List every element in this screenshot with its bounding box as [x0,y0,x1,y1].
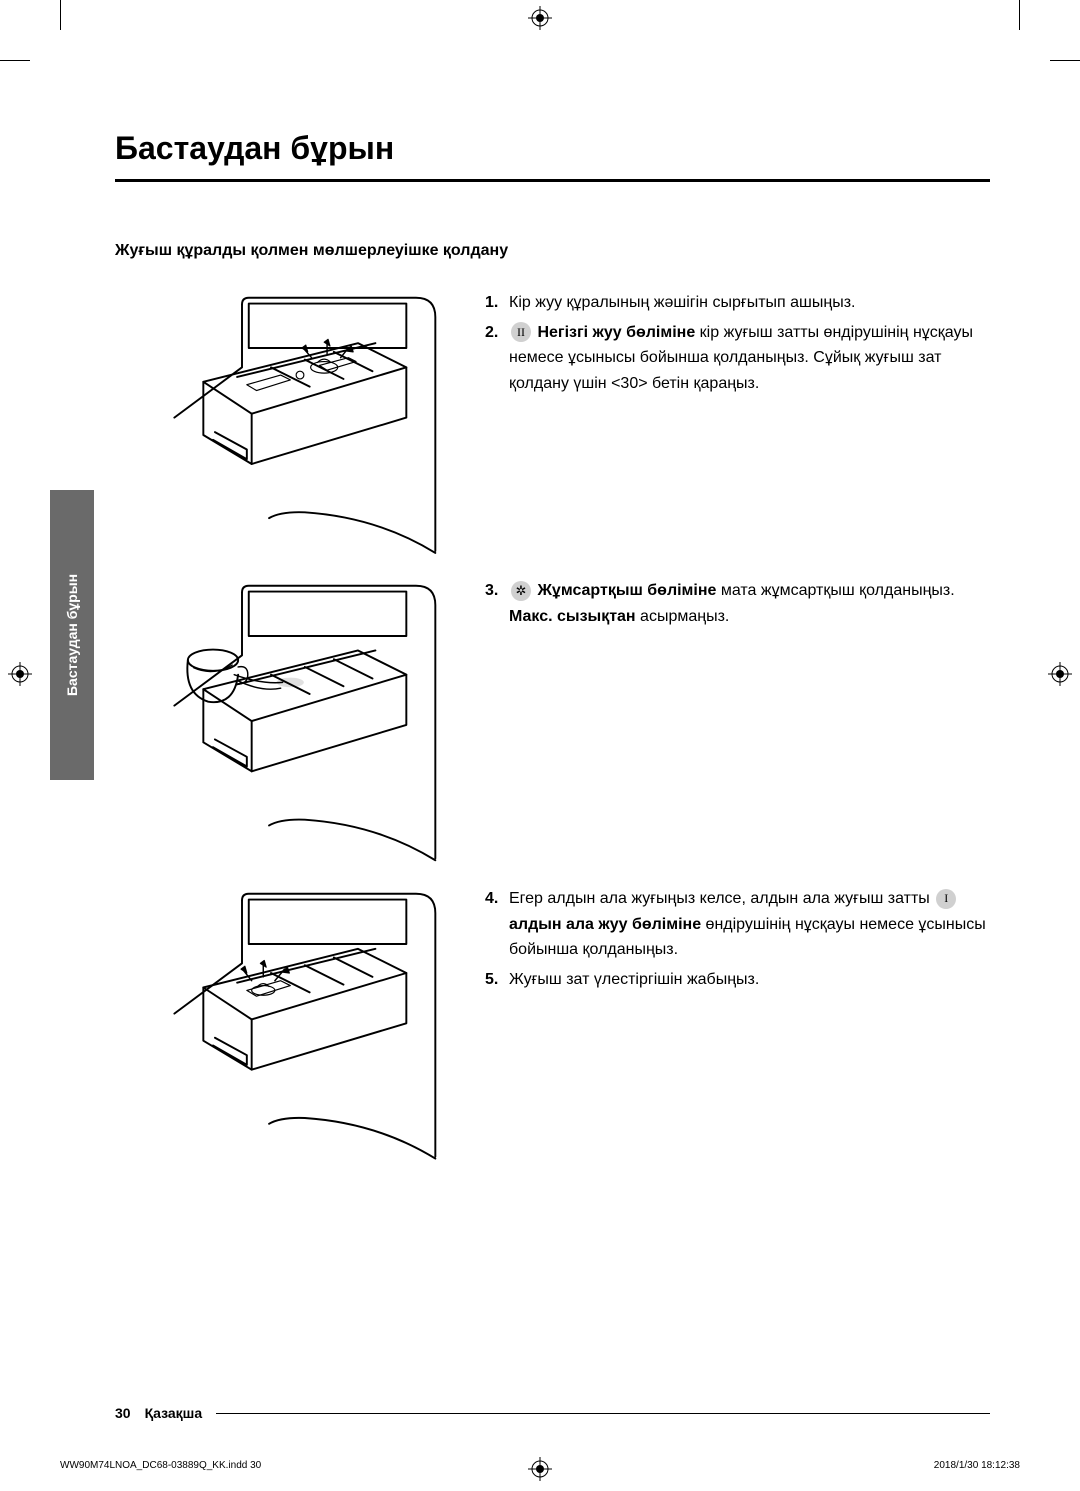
indesign-file-label: WW90M74LNOA_DC68-03889Q_KK.indd 30 [60,1460,261,1471]
step-rest: асырмаңыз. [636,608,730,625]
step-item: 5. Жуғыш зат үлестіргішін жабыңыз. [485,967,990,993]
step-bold: Жұмсартқыш бөліміне [537,582,716,599]
instruction-block: 4. Егер алдын ала жуғыңыз келсе, алдын а… [115,886,990,1176]
step-item: 1. Кір жуу құралының жәшігін сырғытып аш… [485,290,990,316]
page-title: Бастаудан бұрын [115,130,990,167]
step-body: Жуғыш зат үлестіргішін жабыңыз. [509,967,990,993]
page-content: Бастаудан бұрын Жуғыш құралды қолмен мөл… [115,130,990,1184]
step-item: 4. Егер алдын ала жуғыңыз келсе, алдын а… [485,886,990,963]
step-number: 2. [485,320,509,397]
step-body: ✲ Жұмсартқыш бөліміне мата жұмсартқыш қо… [509,578,990,629]
crop-mark [1019,0,1020,30]
step-rest: Егер алдын ала жуғыңыз келсе, алдын ала … [509,890,934,907]
step-bold: алдын ала жуу бөліміне [509,916,701,933]
section-subtitle: Жуғыш құралды қолмен мөлшерлеуішке қолда… [115,242,990,260]
step-number: 4. [485,886,509,963]
step-bold: Негізгі жуу бөліміне [537,324,695,341]
footer-language: Қазақша [145,1405,203,1421]
indesign-timestamp-label: 2018/1/30 18:12:38 [934,1460,1020,1471]
instruction-text: 3. ✲ Жұмсартқыш бөліміне мата жұмсартқыш… [485,578,990,878]
figure-prewash-icon [115,886,485,1176]
title-divider [115,179,990,182]
crop-mark [0,60,30,61]
section-tab: Бастаудан бұрын [50,490,94,780]
figure-softener-pour-icon [115,578,485,878]
step-number: 3. [485,578,509,629]
page-footer: 30 Қазақша [115,1405,990,1421]
compartment-two-icon: II [511,322,531,342]
step-bold: Макс. сызықтан [509,608,636,625]
instruction-block: 3. ✲ Жұмсартқыш бөліміне мата жұмсартқыш… [115,578,990,878]
crop-mark [1050,60,1080,61]
step-item: 2. II Негізгі жуу бөліміне кір жуғыш зат… [485,320,990,397]
step-number: 5. [485,967,509,993]
softener-flower-icon: ✲ [511,581,531,601]
step-rest: мата жұмсартқыш қолданыңыз. [716,582,954,599]
instruction-block: 1. Кір жуу құралының жәшігін сырғытып аш… [115,290,990,570]
registration-mark-icon [528,1457,552,1481]
step-body: Егер алдын ала жуғыңыз келсе, алдын ала … [509,886,990,963]
crop-mark [60,0,61,30]
figure-drawer-open-icon [115,290,485,570]
registration-mark-icon [1048,662,1072,686]
instruction-text: 4. Егер алдын ала жуғыңыз келсе, алдын а… [485,886,990,1176]
step-number: 1. [485,290,509,316]
page-number: 30 [115,1405,131,1421]
compartment-one-icon: I [936,889,956,909]
step-body: Кір жуу құралының жәшігін сырғытып ашыңы… [509,290,990,316]
footer-rule [216,1413,990,1414]
registration-mark-icon [8,662,32,686]
step-body: II Негізгі жуу бөліміне кір жуғыш затты … [509,320,990,397]
registration-mark-icon [528,6,552,30]
step-item: 3. ✲ Жұмсартқыш бөліміне мата жұмсартқыш… [485,578,990,629]
instruction-text: 1. Кір жуу құралының жәшігін сырғытып аш… [485,290,990,570]
